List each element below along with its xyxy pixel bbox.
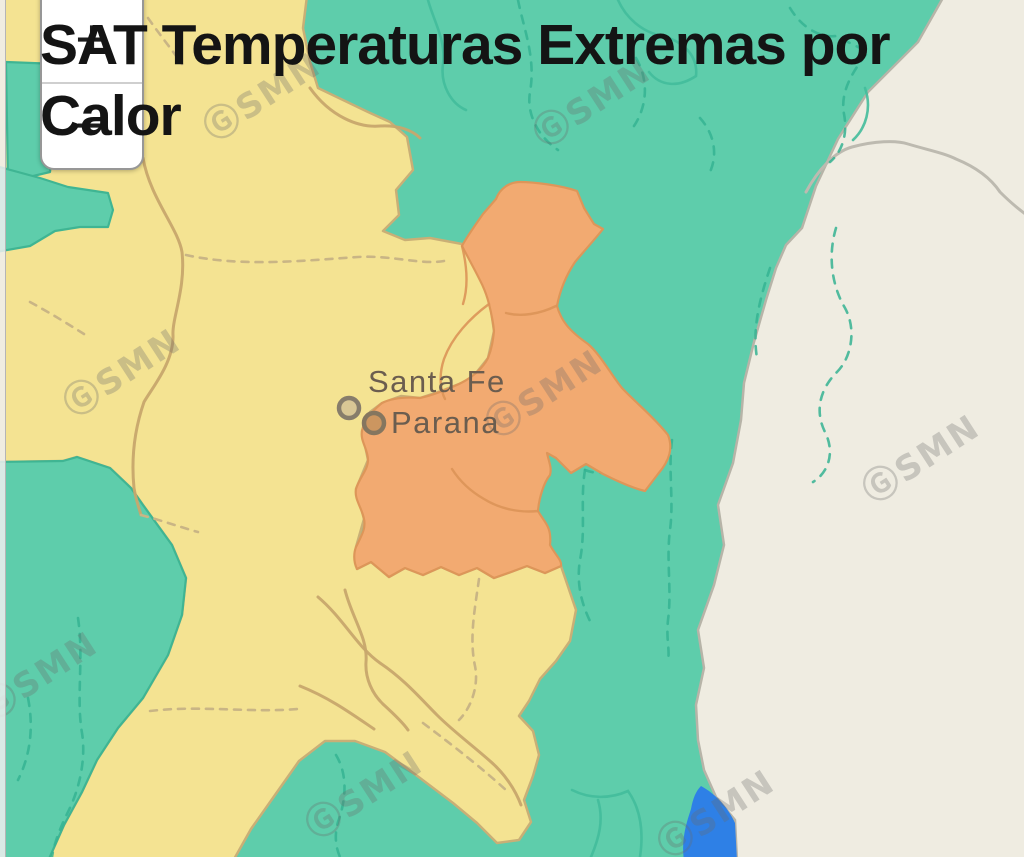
city-label-parana: Parana	[391, 405, 500, 440]
department-border-dashed	[457, 577, 481, 722]
river-line-yellow-3	[298, 684, 376, 731]
department-border-orange	[504, 304, 558, 316]
department-border-dashed	[421, 721, 509, 793]
department-border-dashed	[334, 753, 346, 857]
department-border-dashed	[146, 16, 184, 66]
city-label-santa-fe: Santa Fe	[368, 364, 506, 399]
region-orange-alert[interactable]	[353, 180, 672, 580]
river-line-green-3	[851, 86, 870, 142]
river-parana-water	[683, 786, 737, 857]
department-border-dashed	[754, 266, 772, 360]
viewport-edge-strip	[0, 0, 6, 857]
department-border-dashed	[148, 707, 300, 713]
department-border-orange	[460, 244, 468, 306]
river-line-green-1	[426, 0, 468, 112]
map-zoom-control: + −	[40, 0, 144, 170]
department-border-dashed	[811, 226, 853, 484]
department-border-dashed	[139, 513, 200, 534]
department-border-dashed	[28, 300, 86, 336]
department-border-dashed	[666, 438, 674, 662]
department-border-dashed	[577, 468, 594, 627]
department-border-dashed	[698, 116, 716, 178]
department-border-dashed	[16, 696, 33, 782]
department-border-orange	[439, 302, 491, 401]
region-green-bottomleft[interactable]	[0, 455, 188, 857]
department-border-dashed	[632, 56, 647, 128]
page-title: SAT Temperaturas Extremas por Calor	[40, 13, 891, 148]
department-border-dashed	[50, 616, 85, 857]
city-marker-santa-fe[interactable]	[336, 395, 362, 421]
river-line-green-5	[589, 798, 602, 857]
river-line-yellow-4	[308, 86, 422, 140]
river-line-green-4	[570, 788, 643, 857]
river-line-yellow-2	[343, 588, 410, 732]
department-border-dashed	[184, 253, 446, 264]
river-line-yellow-1	[316, 595, 523, 807]
province-border-line	[131, 156, 185, 517]
zoom-in-button[interactable]: +	[42, 0, 142, 84]
zoom-out-button[interactable]: −	[75, 93, 109, 158]
department-border-dashed	[788, 6, 871, 164]
department-border-orange	[450, 467, 540, 513]
river-line-uruguay	[804, 140, 1024, 215]
river-line-green-2	[616, 0, 698, 86]
city-marker-parana[interactable]	[361, 410, 387, 436]
region-green-left-wedge[interactable]	[0, 165, 115, 253]
